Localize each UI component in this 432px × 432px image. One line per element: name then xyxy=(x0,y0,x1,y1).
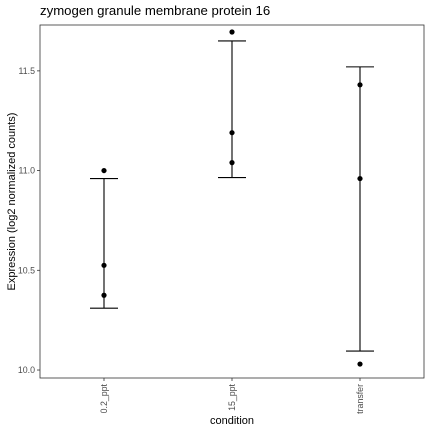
data-point-0.2_ppt xyxy=(101,263,106,268)
x-tick-label: 15_ppt xyxy=(227,383,237,410)
x-axis-title: condition xyxy=(210,415,254,427)
y-tick-label: 11.0 xyxy=(19,166,36,176)
y-tick-label: 10.0 xyxy=(18,365,35,375)
data-point-0.2_ppt xyxy=(101,293,106,298)
data-point-15_ppt xyxy=(229,160,234,165)
data-point-15_ppt xyxy=(229,130,234,135)
y-tick-label: 11.5 xyxy=(19,66,36,76)
x-tick-label: transfer xyxy=(355,384,365,414)
chart-title: zymogen granule membrane protein 16 xyxy=(40,3,270,18)
y-axis-title: Expression (log2 normalized counts) xyxy=(6,113,18,291)
data-point-transfer xyxy=(357,176,362,181)
data-point-transfer xyxy=(357,82,362,87)
data-point-15_ppt xyxy=(229,29,234,34)
data-point-transfer xyxy=(357,361,362,366)
data-point-0.2_ppt xyxy=(101,168,106,173)
y-tick-label: 10.5 xyxy=(18,265,35,275)
x-tick-label: 0.2_ppt xyxy=(99,383,109,413)
